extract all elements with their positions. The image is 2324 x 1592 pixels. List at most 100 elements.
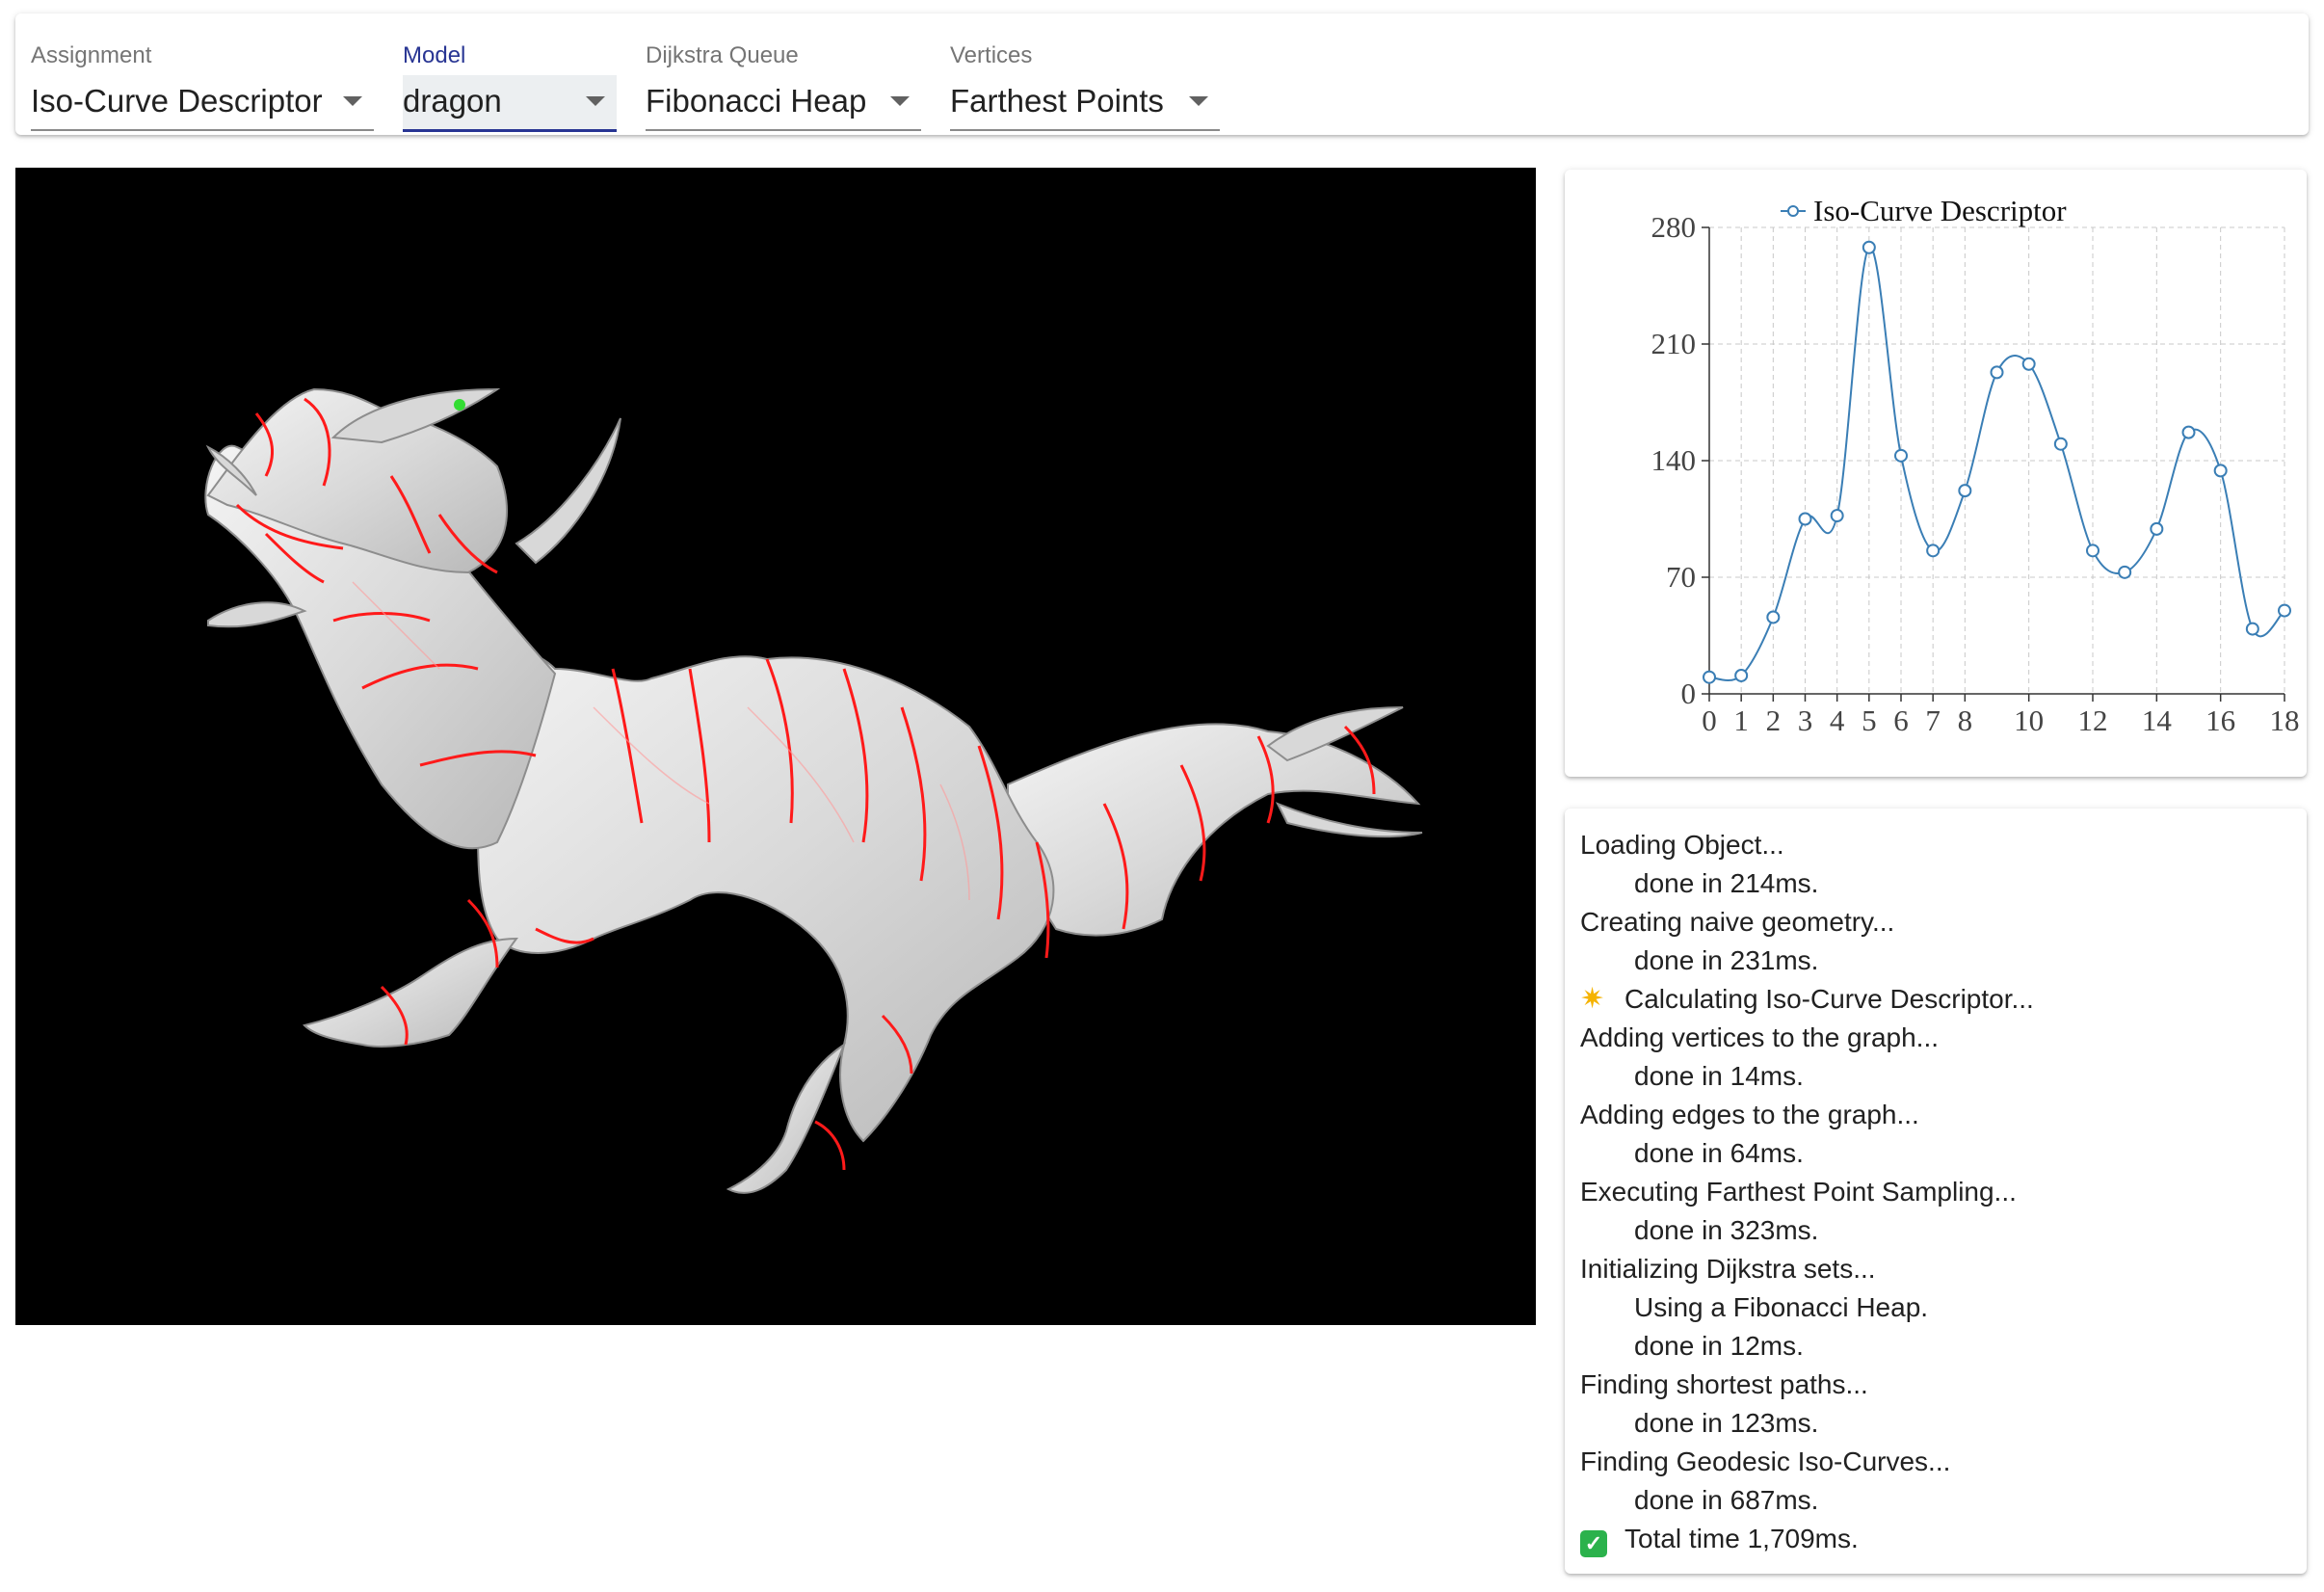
log-line: Adding edges to the graph... — [1580, 1096, 2297, 1134]
data-point — [2278, 603, 2291, 618]
log-text: done in 64ms. — [1634, 1138, 1804, 1168]
model-viewer-canvas[interactable] — [15, 168, 1536, 1325]
data-point — [2245, 622, 2259, 636]
log-line: Adding vertices to the graph... — [1580, 1019, 2297, 1057]
x-tick-label: 12 — [2078, 703, 2108, 737]
x-tick-label: 7 — [1925, 703, 1941, 737]
log-line: done in 687ms. — [1580, 1481, 2297, 1520]
log-line: ✷ Calculating Iso-Curve Descriptor... — [1580, 980, 2297, 1019]
log-text: Adding edges to the graph... — [1580, 1100, 1919, 1129]
log-line: Executing Farthest Point Sampling... — [1580, 1173, 2297, 1211]
series-line — [1708, 246, 2285, 682]
vertices-value: Farthest Points — [950, 83, 1164, 119]
data-point — [2053, 437, 2068, 451]
vertices-select[interactable]: Vertices Farthest Points — [950, 27, 1220, 135]
log-text: done in 123ms. — [1634, 1408, 1819, 1438]
x-tick-label: 3 — [1798, 703, 1813, 737]
vertices-dropdown[interactable]: Farthest Points — [950, 75, 1220, 131]
log-line: Loading Object... — [1580, 826, 2297, 864]
x-tick-label: 5 — [1862, 703, 1877, 737]
x-tick-label: 1 — [1733, 703, 1749, 737]
y-tick-label: 280 — [1651, 210, 1697, 244]
log-line: done in 64ms. — [1580, 1134, 2297, 1173]
chevron-down-icon[interactable] — [890, 96, 910, 106]
chevron-down-icon[interactable] — [1189, 96, 1208, 106]
log-text: Initializing Dijkstra sets... — [1580, 1254, 1876, 1284]
log-line: Finding shortest paths... — [1580, 1366, 2297, 1404]
log-line: Creating naive geometry... — [1580, 903, 2297, 942]
y-tick-label: 70 — [1666, 560, 1696, 594]
log-text: Adding vertices to the graph... — [1580, 1022, 1939, 1052]
data-point — [1830, 509, 1844, 523]
data-point — [2118, 565, 2132, 579]
data-point — [1894, 448, 1908, 463]
legend-marker — [1787, 205, 1799, 217]
data-point — [1798, 512, 1812, 526]
data-point — [1990, 365, 2004, 380]
settings-toolbar: Assignment Iso-Curve Descriptor Model dr… — [15, 13, 2309, 135]
model-select[interactable]: Model dragon — [403, 27, 617, 135]
log-text: Finding shortest paths... — [1580, 1369, 1868, 1399]
log-text: Executing Farthest Point Sampling... — [1580, 1177, 2017, 1207]
chevron-down-icon[interactable] — [586, 96, 605, 106]
y-tick-label: 140 — [1651, 443, 1697, 477]
data-point — [2181, 425, 2196, 439]
log-text: done in 12ms. — [1634, 1331, 1804, 1361]
x-tick-label: 8 — [1958, 703, 1973, 737]
dijkstra-queue-value: Fibonacci Heap — [646, 83, 867, 119]
chevron-down-icon[interactable] — [343, 96, 362, 106]
log-text: done in 231ms. — [1634, 945, 1819, 975]
x-tick-label: 6 — [1893, 703, 1909, 737]
x-tick-label: 0 — [1702, 703, 1717, 737]
dijkstra-queue-select[interactable]: Dijkstra Queue Fibonacci Heap — [646, 27, 921, 135]
check-icon: ✓ — [1580, 1530, 1607, 1557]
iso-curve-hints — [352, 581, 970, 901]
data-point — [1766, 610, 1781, 624]
x-tick-label: 2 — [1766, 703, 1782, 737]
log-line: done in 14ms. — [1580, 1057, 2297, 1096]
dijkstra-queue-label: Dijkstra Queue — [646, 42, 799, 68]
legend-label: Iso-Curve Descriptor — [1813, 194, 2067, 227]
model-value: dragon — [403, 83, 502, 119]
y-tick-label: 210 — [1651, 327, 1697, 360]
log-line: done in 214ms. — [1580, 864, 2297, 903]
data-point — [1926, 544, 1941, 558]
assignment-value: Iso-Curve Descriptor — [31, 83, 323, 119]
data-point — [2213, 464, 2228, 478]
data-point — [1703, 670, 1716, 684]
assignment-dropdown[interactable]: Iso-Curve Descriptor — [31, 75, 374, 131]
chart-grid — [1708, 226, 2285, 695]
log-line: Finding Geodesic Iso-Curves... — [1580, 1443, 2297, 1481]
dragon-mesh-render[interactable] — [15, 168, 1536, 1325]
log-text: Creating naive geometry... — [1580, 907, 1895, 937]
x-tick-label: 10 — [2014, 703, 2044, 737]
assignment-select[interactable]: Assignment Iso-Curve Descriptor — [31, 27, 374, 135]
log-text: done in 14ms. — [1634, 1061, 1804, 1091]
data-point — [2150, 521, 2164, 536]
log-line: Using a Fibonacci Heap. — [1580, 1288, 2297, 1327]
log-line: ✓ Total time 1,709ms. — [1580, 1520, 2297, 1558]
data-point — [2086, 544, 2100, 558]
log-line: done in 323ms. — [1580, 1211, 2297, 1250]
assignment-label: Assignment — [31, 42, 152, 68]
x-tick-label: 16 — [2205, 703, 2235, 737]
y-tick-label: 0 — [1681, 677, 1697, 710]
model-dropdown[interactable]: dragon — [403, 75, 617, 132]
x-tick-label: 4 — [1830, 703, 1845, 737]
dijkstra-queue-dropdown[interactable]: Fibonacci Heap — [646, 75, 921, 131]
sparkle-icon: ✷ — [1580, 983, 1605, 1015]
log-text: Finding Geodesic Iso-Curves... — [1580, 1446, 1951, 1476]
data-point — [1958, 484, 1972, 498]
log-text: Using a Fibonacci Heap. — [1634, 1292, 1929, 1322]
log-list: Loading Object... done in 214ms. Creating … — [1580, 826, 2297, 1558]
chart-legend: Iso-Curve Descriptor — [1781, 194, 2067, 227]
x-tick-label: 14 — [2142, 703, 2173, 737]
data-point — [2021, 357, 2036, 371]
log-text: Total time 1,709ms. — [1624, 1524, 1859, 1553]
x-tick-label: 18 — [2270, 703, 2300, 737]
log-line: done in 12ms. — [1580, 1327, 2297, 1366]
log-text: done in 323ms. — [1634, 1215, 1819, 1245]
series-points — [1703, 240, 2291, 684]
